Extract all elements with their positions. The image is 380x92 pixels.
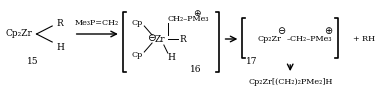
Text: Cp₂Zr: Cp₂Zr bbox=[258, 35, 282, 43]
Text: 15: 15 bbox=[27, 58, 38, 67]
Text: 17: 17 bbox=[246, 58, 258, 67]
Text: 16: 16 bbox=[190, 66, 202, 75]
Text: ⊖: ⊖ bbox=[147, 33, 155, 43]
Text: + RH: + RH bbox=[353, 35, 375, 43]
Text: Cp₂Zr: Cp₂Zr bbox=[6, 30, 33, 38]
Text: Cp: Cp bbox=[131, 19, 142, 27]
Text: H: H bbox=[168, 53, 176, 61]
Text: R: R bbox=[56, 20, 63, 29]
Text: Zr: Zr bbox=[155, 34, 165, 44]
Text: ⊖: ⊖ bbox=[277, 26, 285, 36]
Text: Cp₂Zr[(CH₂)₂PMe₂]H: Cp₂Zr[(CH₂)₂PMe₂]H bbox=[248, 78, 332, 86]
Text: Cp: Cp bbox=[131, 51, 142, 59]
Text: CH₂–PMe₃: CH₂–PMe₃ bbox=[168, 15, 209, 23]
Text: –CH₂–PMe₃: –CH₂–PMe₃ bbox=[286, 35, 332, 43]
Text: ⊕: ⊕ bbox=[325, 26, 332, 36]
Text: R: R bbox=[179, 34, 186, 44]
Text: Me₃P=CH₂: Me₃P=CH₂ bbox=[75, 19, 119, 27]
Text: H: H bbox=[56, 44, 64, 53]
Text: ⊕: ⊕ bbox=[193, 8, 201, 17]
